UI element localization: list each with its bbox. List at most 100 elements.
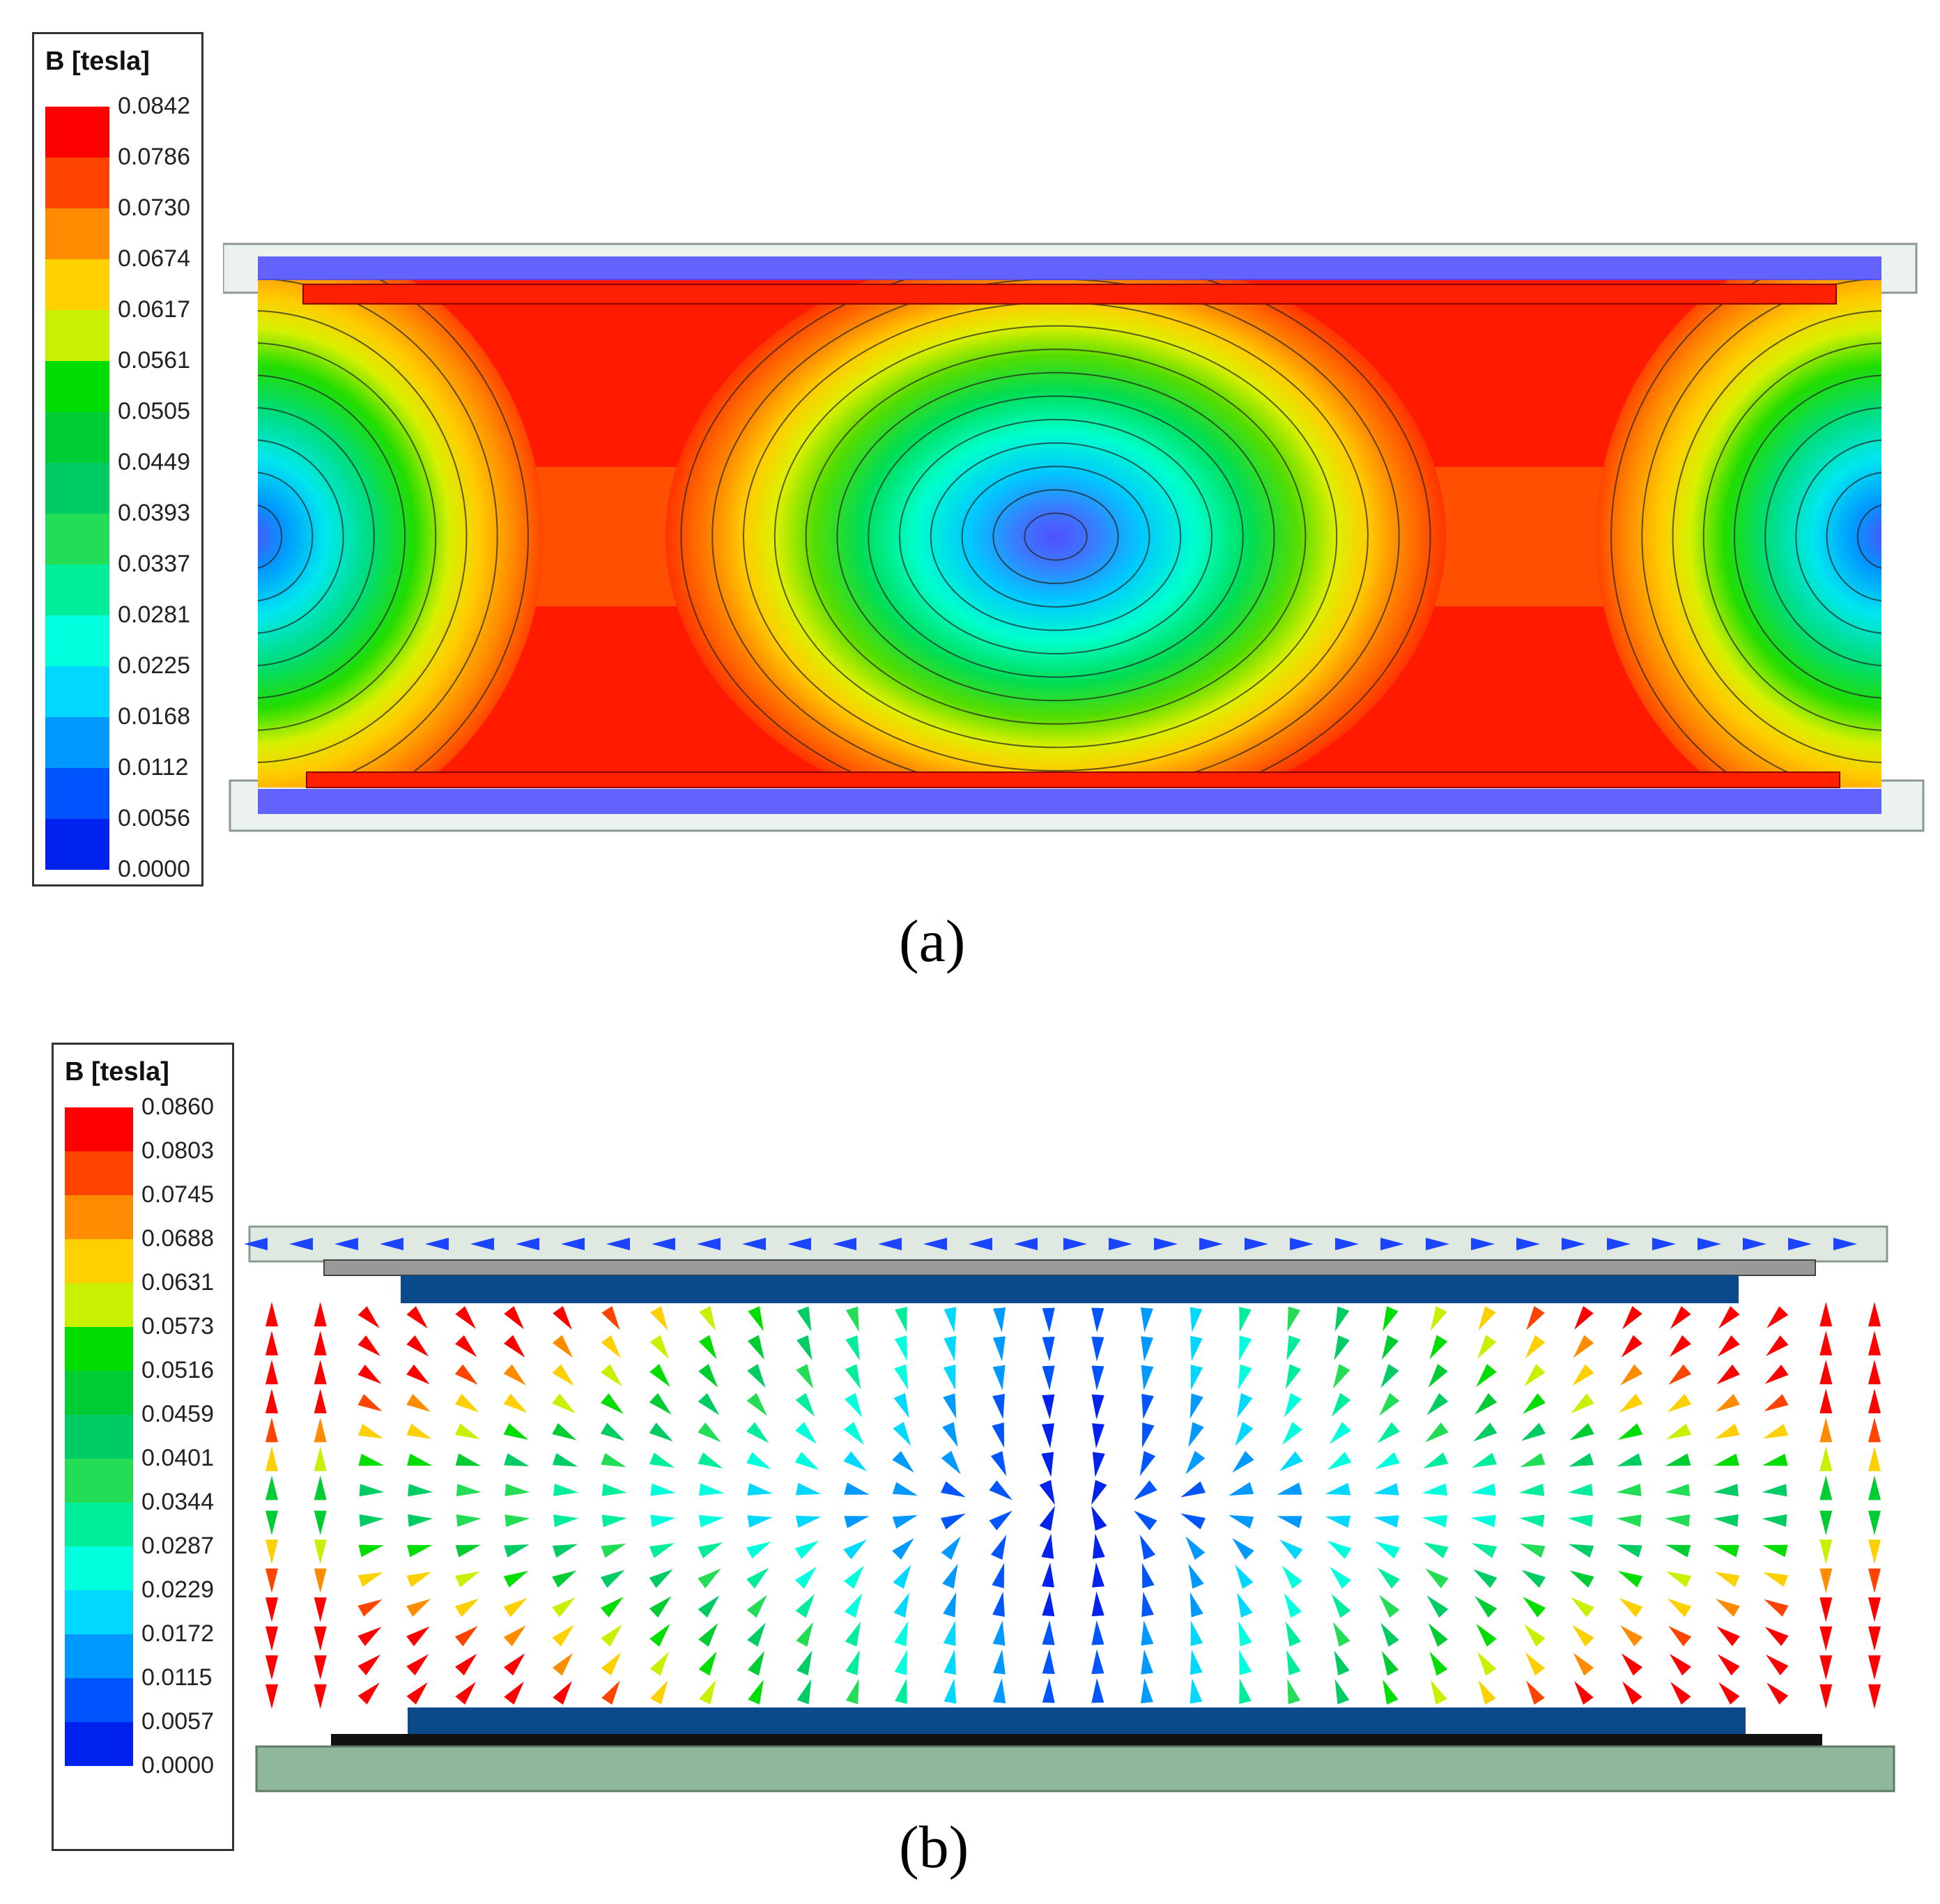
field-vector-arrow <box>893 1422 911 1446</box>
contour-line <box>836 371 1275 702</box>
field-vector-arrow <box>601 1514 627 1528</box>
field-vector-arrow <box>406 1682 428 1705</box>
field-vector-arrow <box>843 1451 867 1472</box>
bottom-magnet-plate <box>306 771 1840 788</box>
field-vector-arrow <box>357 1572 383 1588</box>
field-vector-arrow <box>1229 1514 1254 1529</box>
field-vector-arrow <box>1091 1336 1104 1362</box>
legend-tick-label: 0.0617 <box>118 296 190 323</box>
field-vector-arrow <box>1475 1393 1498 1415</box>
field-vector-arrow <box>1819 1684 1833 1709</box>
field-vector-arrow <box>455 1423 480 1440</box>
rail-vector-arrow <box>1743 1238 1766 1250</box>
field-vector-arrow <box>1764 1627 1789 1646</box>
field-vector-arrow <box>1284 1593 1302 1618</box>
field-vector-arrow <box>1423 1542 1449 1558</box>
field-vector-arrow <box>796 1650 813 1676</box>
rail-vector-arrow <box>1380 1238 1404 1250</box>
field-vector-arrow <box>359 1514 385 1527</box>
top-gray-strip <box>323 1259 1816 1276</box>
field-vector-arrow <box>894 1364 909 1390</box>
field-vector-arrow <box>1422 1483 1448 1496</box>
field-vector-arrow <box>943 1365 956 1390</box>
field-vector-arrow <box>1180 1513 1206 1530</box>
legend-tick-label: 0.0745 <box>141 1181 214 1208</box>
field-vector-arrow <box>1327 1540 1352 1559</box>
legend-swatch <box>65 1459 133 1503</box>
field-vector-arrow <box>1473 1422 1498 1442</box>
field-vector-arrow <box>990 1535 1007 1560</box>
field-vector-arrow <box>357 1599 383 1617</box>
field-vector-arrow <box>795 1594 815 1618</box>
field-vector-arrow <box>1819 1330 1833 1356</box>
field-vector-arrow <box>1571 1597 1594 1618</box>
rail-vector-arrow <box>334 1238 358 1250</box>
legend-swatch <box>65 1546 133 1590</box>
field-vector-arrow <box>1619 1393 1643 1413</box>
field-vector-arrow <box>600 1393 624 1414</box>
field-vector-arrow <box>1325 1515 1351 1528</box>
legend-tick-label: 0.0393 <box>118 500 190 526</box>
bottom-magnet-plate-b <box>408 1707 1746 1734</box>
field-vector-arrow <box>1383 1679 1399 1705</box>
field-vector-arrow <box>1521 1569 1546 1588</box>
rail-vector-arrow <box>1014 1238 1038 1250</box>
field-vector-arrow <box>314 1475 327 1500</box>
field-vector-arrow <box>1569 1422 1594 1441</box>
field-vector-arrow <box>358 1544 384 1558</box>
field-vector-arrow <box>600 1597 624 1618</box>
legend-tick-label: 0.0803 <box>141 1137 214 1164</box>
field-vector-arrow <box>406 1572 432 1588</box>
field-vector-arrow <box>601 1680 620 1705</box>
field-vector-arrow <box>1666 1571 1691 1588</box>
field-vector-arrow <box>699 1306 716 1331</box>
field-vector-arrow <box>746 1567 769 1589</box>
field-vector-arrow <box>1091 1307 1104 1333</box>
field-vector-arrow <box>1190 1620 1203 1646</box>
field-vector-arrow <box>1868 1655 1881 1680</box>
field-vector-arrow <box>1180 1481 1206 1498</box>
field-vector-arrow <box>601 1624 622 1647</box>
field-vector-arrow <box>1525 1652 1546 1676</box>
contour-line <box>377 279 529 788</box>
legend-swatch <box>65 1371 133 1415</box>
field-vector-arrow <box>357 1335 381 1356</box>
field-vector-arrow <box>408 1484 433 1497</box>
field-vector-arrow <box>1470 1483 1496 1496</box>
field-vector-arrow <box>265 1540 278 1565</box>
legend-swatch <box>65 1415 133 1459</box>
field-vector-arrow <box>1334 1679 1350 1705</box>
field-vector-arrow <box>1476 1623 1497 1647</box>
field-vector-arrow <box>552 1597 576 1618</box>
field-vector-arrow <box>1383 1306 1399 1332</box>
field-vector-arrow <box>1237 1592 1253 1618</box>
field-vector-arrow <box>698 1392 720 1415</box>
field-vector-arrow <box>992 1563 1005 1588</box>
rail-vector-arrow <box>787 1238 811 1250</box>
field-vector-arrow <box>844 1482 870 1495</box>
field-vector-arrow <box>1868 1568 1881 1593</box>
field-vector-arrow <box>1819 1475 1833 1500</box>
field-vector-arrow <box>795 1422 817 1445</box>
field-vector-arrow <box>1380 1622 1399 1647</box>
legend-swatch <box>45 107 109 158</box>
field-vector-arrow <box>1715 1394 1740 1412</box>
legend-tick-label: 0.0449 <box>118 449 190 475</box>
field-vector-arrow <box>314 1540 327 1565</box>
field-vector-arrow <box>1425 1422 1449 1443</box>
field-vector-arrow <box>1868 1360 1881 1385</box>
field-vector-arrow <box>1380 1364 1399 1388</box>
caption-b: (b) <box>899 1813 969 1880</box>
field-vector-arrow <box>1526 1680 1545 1705</box>
field-vector-arrow <box>1232 1537 1254 1560</box>
field-vector-arrow <box>456 1484 482 1496</box>
field-vector-arrow <box>1235 1565 1254 1589</box>
field-vector-arrow <box>747 1364 766 1388</box>
field-vector-arrow <box>1286 1650 1301 1675</box>
field-vector-arrow <box>843 1539 867 1560</box>
field-vector-arrow <box>1141 1649 1154 1675</box>
field-vector-arrow <box>406 1394 431 1412</box>
field-vector-arrow <box>265 1626 278 1651</box>
field-vector-arrow <box>1819 1568 1833 1593</box>
field-vector-arrow <box>1430 1680 1447 1705</box>
